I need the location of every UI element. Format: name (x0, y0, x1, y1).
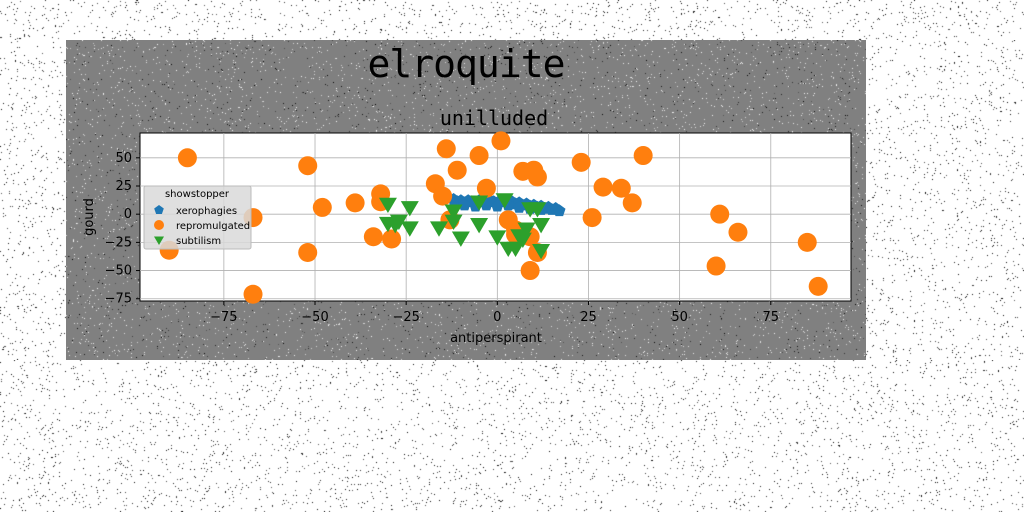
data-point (527, 167, 547, 187)
data-point (436, 139, 456, 159)
data-point (433, 186, 453, 206)
data-point (532, 218, 551, 234)
data-point (797, 232, 817, 252)
data-point (506, 241, 525, 258)
data-point (582, 208, 602, 228)
data-point (520, 261, 540, 281)
legend: showstopper xerophagies repromulgated subt… (143, 185, 252, 250)
x-tick-label: 75 (763, 310, 780, 325)
x-axis-ticks: −75 −50 −25 0 25 50 75 (210, 301, 779, 325)
data-point (495, 193, 514, 209)
series-subtilism (378, 193, 551, 260)
y-axis-ticks: 50 25 0 −25 −50 −75 (105, 151, 140, 307)
y-tick-label: −75 (105, 292, 132, 307)
data-point (444, 214, 463, 230)
figure: elroquite unilluded −75 −50 −25 0 25 50 75 50 2… (66, 40, 866, 360)
x-tick-label: −75 (210, 310, 237, 325)
data-point (451, 231, 470, 247)
legend-marker (154, 205, 164, 214)
y-tick-label: 50 (115, 151, 132, 166)
data-point (444, 204, 463, 220)
legend-label: xerophagies (176, 206, 237, 217)
data-point (345, 193, 365, 213)
data-point (470, 218, 489, 234)
data-point (710, 204, 730, 224)
chart-title: unilluded (440, 106, 548, 130)
data-point (469, 146, 489, 166)
data-point (400, 221, 419, 237)
data-point (728, 222, 748, 242)
data-point (633, 146, 653, 166)
data-point (528, 202, 547, 218)
data-point (488, 230, 507, 246)
y-tick-label: 25 (115, 179, 132, 194)
data-point (470, 195, 489, 211)
x-axis-label: antiperspirant (450, 331, 542, 346)
data-point (382, 229, 402, 249)
x-tick-label: 0 (493, 310, 501, 325)
data-point (243, 284, 263, 304)
data-point (593, 177, 613, 197)
figure-suptitle: elroquite (367, 42, 566, 86)
legend-label: subtilism (176, 236, 221, 247)
data-point (378, 197, 397, 214)
legend-title: showstopper (165, 189, 230, 200)
data-point (389, 214, 408, 230)
data-point (298, 156, 318, 176)
data-point (298, 243, 318, 263)
data-point (491, 131, 511, 151)
legend-box (143, 185, 252, 250)
data-point (177, 148, 197, 168)
data-point (476, 178, 496, 198)
data-points (159, 131, 828, 304)
series-repromulgated (159, 131, 828, 304)
data-point (611, 178, 631, 198)
data-point (491, 199, 504, 212)
x-tick-label: −50 (301, 310, 328, 325)
data-point (622, 193, 642, 213)
y-tick-label: 0 (124, 207, 132, 222)
x-tick-label: −25 (392, 310, 419, 325)
y-tick-label: −25 (105, 235, 132, 250)
scatter-chart: unilluded −75 −50 −25 0 25 50 75 50250−25−50−7… (82, 106, 852, 346)
y-axis-label: gourd (82, 198, 97, 236)
legend-label: repromulgated (176, 221, 250, 232)
data-point (312, 197, 332, 217)
data-point (553, 204, 566, 217)
legend-marker (154, 220, 164, 230)
y-tick-label: −50 (105, 264, 132, 279)
x-tick-label: 25 (580, 310, 597, 325)
data-point (571, 152, 591, 172)
x-tick-label: 50 (671, 310, 688, 325)
data-point (517, 222, 536, 238)
data-point (429, 221, 448, 237)
legend-marker (154, 236, 164, 245)
data-point (400, 201, 419, 217)
data-point (808, 276, 828, 296)
data-point (363, 227, 383, 247)
data-point (706, 256, 726, 276)
data-point (447, 160, 467, 180)
data-point (532, 243, 551, 260)
data-point (513, 232, 532, 248)
data-point (458, 198, 471, 211)
